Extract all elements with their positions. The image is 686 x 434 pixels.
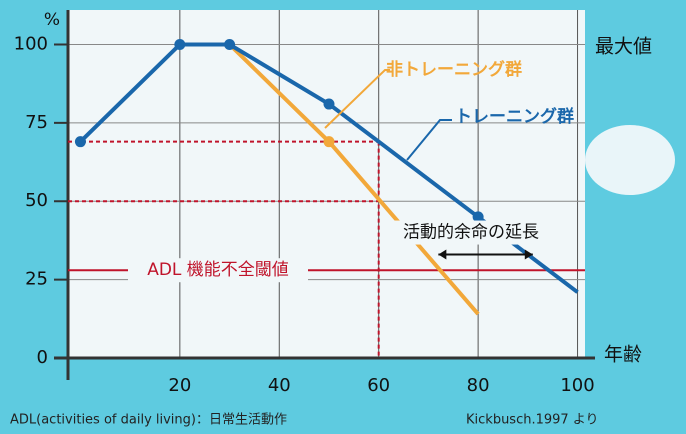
x-axis-label: 年齢 bbox=[604, 344, 642, 366]
x-tick-label: 40 bbox=[268, 375, 291, 396]
point bbox=[323, 136, 334, 147]
y-tick-label: 25 bbox=[25, 269, 48, 290]
point bbox=[174, 39, 185, 50]
threshold-label: ADL 機能不全閾値 bbox=[147, 260, 289, 280]
footnote: ADL(activities of daily living)：日常生活動作 bbox=[10, 413, 287, 428]
legend-label: 非トレーニング群 bbox=[386, 59, 522, 80]
x-tick-label: 60 bbox=[367, 375, 390, 396]
x-tick-label: 20 bbox=[168, 375, 191, 396]
point bbox=[75, 136, 86, 147]
extension-label: 活動的余命の延長 bbox=[403, 223, 539, 243]
chart: 最大値 % 年齢 ADL(activities of daily living)… bbox=[0, 0, 686, 434]
cloud bbox=[585, 125, 675, 195]
y-tick-label: 100 bbox=[14, 33, 48, 54]
y-tick-label: 75 bbox=[25, 112, 48, 133]
point bbox=[224, 39, 235, 50]
x-tick-label: 80 bbox=[467, 375, 490, 396]
y-max-label: 最大値 bbox=[595, 36, 652, 58]
y-unit: % bbox=[44, 10, 60, 30]
y-tick-label: 50 bbox=[25, 190, 48, 211]
y-tick-label: 0 bbox=[37, 347, 48, 368]
legend-label: トレーニング群 bbox=[455, 106, 574, 127]
source: Kickbusch.1997 より bbox=[466, 413, 599, 428]
point bbox=[323, 99, 334, 110]
x-tick-label: 100 bbox=[560, 375, 594, 396]
